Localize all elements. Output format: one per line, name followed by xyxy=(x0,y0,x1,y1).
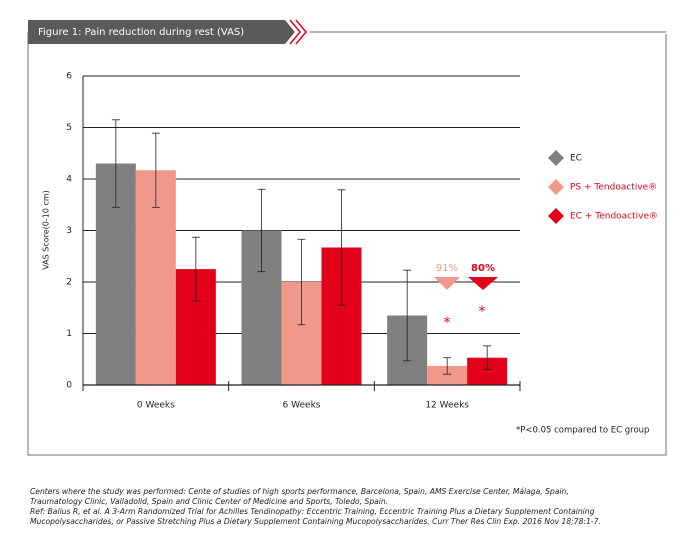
legend-swatch xyxy=(548,179,564,195)
footnote: Traumatology Clinic, Valladolid, Spain a… xyxy=(30,497,388,506)
error-bar xyxy=(257,188,266,273)
y-tick-label: 4 xyxy=(66,175,72,185)
error-bar xyxy=(191,236,200,302)
error-bar xyxy=(403,269,412,362)
footnote: Mucopolysaccharides, or Passive Stretchi… xyxy=(30,517,601,526)
chevron xyxy=(295,19,307,45)
legend-swatch xyxy=(548,208,564,224)
x-tick-label: 12 Weeks xyxy=(425,401,469,411)
footnote: Ref: Balius R, et al. A 3-Arm Randomized… xyxy=(30,507,595,516)
error-bar xyxy=(151,132,160,208)
error-bar xyxy=(111,119,120,208)
y-tick-label: 1 xyxy=(66,329,72,339)
annotation: * xyxy=(479,304,486,320)
error-bar xyxy=(337,189,346,306)
marker xyxy=(434,277,460,290)
annotation: 80% xyxy=(471,263,495,274)
error-bar xyxy=(297,238,306,326)
legend-label: PS + Tendoactive® xyxy=(570,183,657,193)
y-tick-label: 2 xyxy=(66,278,72,288)
error-bar xyxy=(443,357,452,375)
y-tick-label: 0 xyxy=(66,381,72,391)
legend-label: EC xyxy=(570,154,582,164)
x-tick-label: 6 Weeks xyxy=(283,401,321,411)
error-bar xyxy=(483,345,492,370)
annotation: 91% xyxy=(436,263,458,274)
marker xyxy=(468,277,498,290)
y-tick-label: 3 xyxy=(66,226,72,236)
legend-swatch xyxy=(548,150,564,166)
annotation: *P<0.05 compared to EC group xyxy=(516,426,649,436)
y-axis-label: VAS Score(0-10 cm) xyxy=(42,190,51,270)
legend-label: EC + Tendoactive® xyxy=(570,212,658,222)
chevron xyxy=(289,19,301,45)
title-banner xyxy=(28,20,295,44)
footnote: Centers where the study was performed: C… xyxy=(30,487,569,496)
y-tick-label: 6 xyxy=(66,72,72,82)
chart-title: Figure 1: Pain reduction during rest (VA… xyxy=(38,27,244,38)
annotation: * xyxy=(444,315,451,331)
x-tick-label: 0 Weeks xyxy=(137,401,175,411)
y-tick-label: 5 xyxy=(66,123,72,133)
bar xyxy=(427,365,468,385)
